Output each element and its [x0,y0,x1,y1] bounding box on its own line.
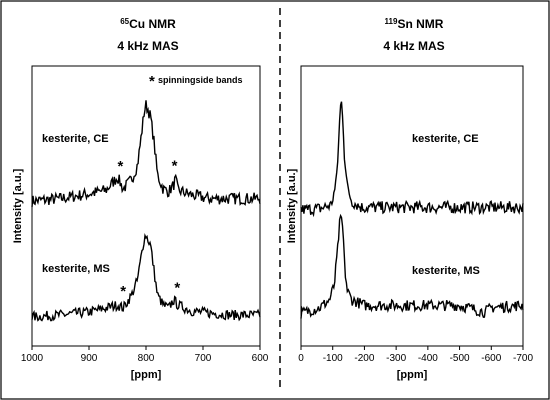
cu-sideband-ce-left: * [117,158,123,175]
x-tick-label: 1000 [21,353,44,364]
x-tick-label: -400 [418,353,438,364]
sn-panel: 119Sn NMR 4 kHz MAS Intensity [a.u.] kes… [286,17,533,381]
cu-series-label-ce: kesterite, CE [42,133,109,145]
sn-spectrum-ms [300,213,524,319]
cu-title-mass: 65 [120,17,129,26]
cu-annotation-text: spinningside bands [158,75,243,85]
cu-series-label-ms: kesterite, MS [42,263,110,275]
x-tick-label: 0 [298,353,304,364]
cu-spectrum-ms [31,233,261,322]
x-tick-label: -100 [323,353,343,364]
sn-title-mass: 119 [385,17,398,26]
x-tick-label: -500 [450,353,470,364]
sn-series-label-ms: kesterite, MS [412,265,480,277]
cu-ylabel: Intensity [a.u.] [12,168,24,243]
cu-panel: 65Cu NMR 4 kHz MAS Intensity [a.u.] * sp… [12,17,269,381]
sn-xlabel: [ppm] [397,369,428,381]
sn-ylabel: Intensity [a.u.] [286,168,298,243]
cu-spectrum-ce [31,100,261,208]
sn-subtitle: 4 kHz MAS [383,39,444,53]
cu-subtitle: 4 kHz MAS [117,39,178,53]
x-tick-label: 900 [81,353,98,364]
cu-sideband-ms-right: * [174,279,180,296]
cu-sideband-ce-right: * [172,157,178,174]
x-tick-label: -200 [354,353,374,364]
sn-spectrum-ce [300,101,524,218]
cu-annotation-star: * [149,73,155,90]
cu-x-ticks: 1000 900 800 700 600 [21,346,269,364]
sn-title-rest: Sn NMR [397,17,443,31]
x-tick-label: -600 [481,353,501,364]
cu-xlabel: [ppm] [131,369,162,381]
sn-series-label-ce: kesterite, CE [412,133,479,145]
cu-title: 65Cu NMR [120,17,176,31]
sn-x-ticks: 0 -100 -200 -300 -400 -500 -600 -700 [298,346,533,364]
x-tick-label: 700 [195,353,212,364]
x-tick-label: 800 [138,353,155,364]
sn-title: 119Sn NMR [385,17,444,31]
cu-title-rest: Cu NMR [129,17,176,31]
x-tick-label: -300 [386,353,406,364]
cu-sideband-ms-left: * [120,283,126,300]
x-tick-label: 600 [252,353,269,364]
x-tick-label: -700 [513,353,533,364]
